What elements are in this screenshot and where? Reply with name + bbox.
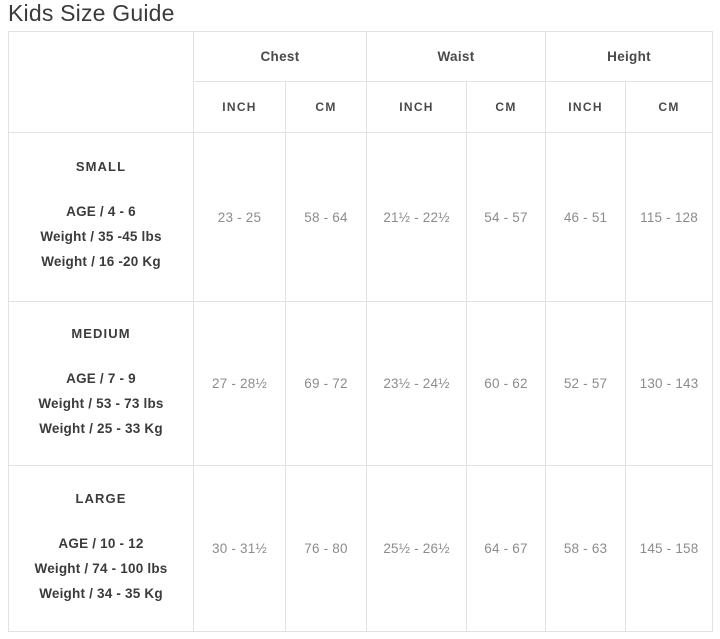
size-name-large: LARGE	[75, 490, 127, 506]
age-large: AGE / 10 - 12	[58, 535, 144, 551]
cell-large-waist-cm: 64 - 67	[466, 465, 547, 632]
cell-large-chest-cm: 76 - 80	[284, 465, 368, 632]
weight-kg-small: Weight / 16 -20 Kg	[41, 254, 161, 269]
header-group-waist: Waist	[366, 31, 547, 82]
header-unit-height-inch: INCH	[545, 81, 627, 133]
header-unit-chest-cm: CM	[284, 81, 368, 133]
age-small: AGE / 4 - 6	[66, 204, 136, 219]
cell-medium-chest-cm: 69 - 72	[284, 301, 368, 466]
header-group-chest: Chest	[192, 31, 368, 82]
cell-medium-height-cm: 130 - 143	[625, 301, 714, 466]
header-unit-waist-inch: INCH	[366, 81, 468, 133]
cell-small-chest-inch: 23 - 25	[193, 132, 286, 302]
cell-medium-waist-cm: 60 - 62	[466, 301, 547, 466]
table-header: Chest Waist Height INCH CM INCH CM INCH …	[8, 31, 714, 133]
table-row: MEDIUM AGE / 7 - 9 Weight / 53 - 73 lbs …	[8, 301, 714, 466]
cell-large-height-cm: 145 - 158	[625, 465, 714, 632]
row-label-small: SMALL AGE / 4 - 6 Weight / 35 -45 lbs We…	[8, 132, 194, 302]
header-row-units: INCH CM INCH CM INCH CM	[9, 81, 714, 133]
header-row-groups: Chest Waist Height	[8, 31, 714, 133]
row-label-large: LARGE AGE / 10 - 12 Weight / 74 - 100 lb…	[8, 465, 194, 632]
cell-large-height-inch: 58 - 63	[545, 465, 627, 632]
row-label-medium: MEDIUM AGE / 7 - 9 Weight / 53 - 73 lbs …	[8, 301, 194, 466]
age-medium: AGE / 7 - 9	[66, 370, 136, 386]
weight-kg-medium: Weight / 25 - 33 Kg	[39, 420, 163, 436]
cell-small-waist-cm: 54 - 57	[466, 132, 547, 302]
header-unit-waist-cm: CM	[466, 81, 547, 133]
table-body: SMALL AGE / 4 - 6 Weight / 35 -45 lbs We…	[8, 132, 714, 632]
weight-kg-large: Weight / 34 - 35 Kg	[39, 585, 163, 601]
cell-small-chest-cm: 58 - 64	[284, 132, 368, 302]
page-title: Kids Size Guide	[8, 0, 175, 26]
header-unit-height-cm: CM	[625, 81, 714, 133]
cell-medium-waist-inch: 23½ - 24½	[366, 301, 468, 466]
header-group-height: Height	[545, 31, 714, 82]
cell-medium-height-inch: 52 - 57	[545, 301, 627, 466]
cell-small-waist-inch: 21½ - 22½	[366, 132, 468, 302]
weight-lbs-small: Weight / 35 -45 lbs	[40, 229, 162, 244]
weight-lbs-medium: Weight / 53 - 73 lbs	[38, 395, 164, 411]
kids-size-guide-table: Chest Waist Height INCH CM INCH CM INCH …	[8, 31, 714, 632]
cell-small-height-cm: 115 - 128	[625, 132, 714, 302]
size-name-small: SMALL	[75, 159, 127, 174]
cell-small-height-inch: 46 - 51	[545, 132, 627, 302]
cell-medium-chest-inch: 27 - 28½	[193, 301, 286, 466]
header-unit-chest-inch: INCH	[193, 81, 286, 133]
table-row: SMALL AGE / 4 - 6 Weight / 35 -45 lbs We…	[8, 132, 714, 302]
cell-large-waist-inch: 25½ - 26½	[366, 465, 468, 632]
table-row: LARGE AGE / 10 - 12 Weight / 74 - 100 lb…	[8, 465, 714, 632]
cell-large-chest-inch: 30 - 31½	[193, 465, 286, 632]
header-cell-size-blank	[8, 31, 194, 133]
size-name-medium: MEDIUM	[71, 325, 131, 341]
weight-lbs-large: Weight / 74 - 100 lbs	[34, 560, 168, 576]
